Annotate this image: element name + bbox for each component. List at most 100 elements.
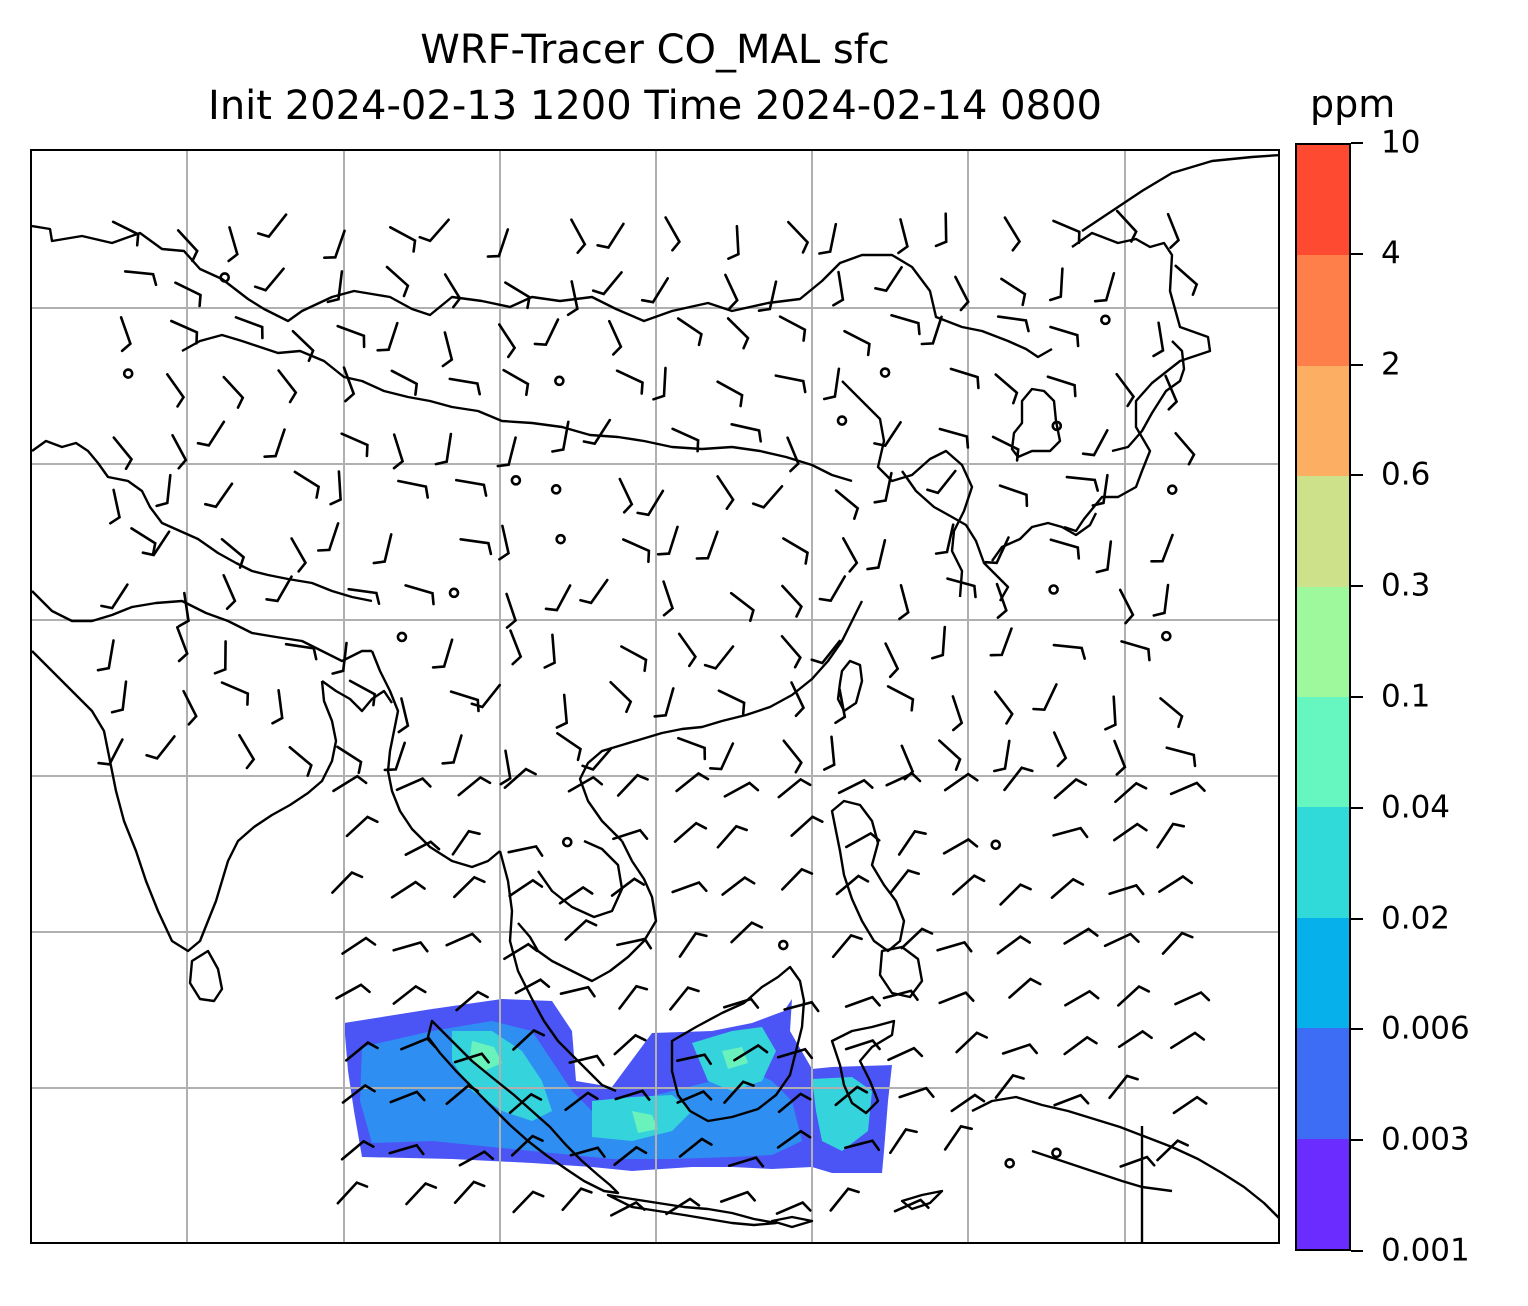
- wind-barb: [345, 1041, 379, 1062]
- calm-wind-circle: [777, 939, 789, 951]
- wind-barb: [510, 1134, 544, 1157]
- wind-barb: [777, 777, 812, 799]
- wind-barb: [1052, 731, 1068, 768]
- wind-barb: [100, 583, 129, 610]
- wind-barb: [347, 587, 381, 605]
- wind-barb: [486, 228, 510, 258]
- colorbar-tick-label: 2: [1381, 346, 1401, 383]
- wind-barb: [1050, 877, 1085, 899]
- wind-barb: [780, 635, 802, 669]
- wind-barb: [900, 927, 934, 950]
- wind-barb: [1091, 473, 1109, 507]
- wind-barb: [1115, 209, 1138, 243]
- wind-barb: [882, 989, 919, 1001]
- wind-barb: [503, 942, 539, 961]
- wind-barb: [662, 580, 675, 617]
- wind-barb: [570, 218, 587, 254]
- wind-barb: [994, 373, 1019, 405]
- wind-barb: [832, 270, 845, 307]
- wind-barb: [936, 940, 973, 953]
- wind-barb: [1081, 429, 1109, 457]
- wind-barb: [665, 1197, 701, 1216]
- wind-barb: [723, 781, 760, 798]
- colorbar-segment: [1297, 1138, 1349, 1249]
- wind-barb: [778, 315, 807, 342]
- wind-barb: [533, 318, 560, 347]
- wind-barb: [1165, 746, 1197, 768]
- wind-barb: [709, 742, 735, 771]
- wind-barb: [130, 527, 157, 556]
- wind-barb: [920, 315, 943, 346]
- wind-barb: [1049, 538, 1081, 560]
- coast-tibet: [181, 333, 853, 483]
- colorbar-tick-label: 0.3: [1381, 567, 1431, 604]
- wind-barb: [823, 735, 836, 771]
- colorbar-tick: [1351, 363, 1363, 366]
- coast-timor: [900, 1189, 944, 1211]
- wind-barb: [376, 321, 399, 352]
- colorbar-tick: [1351, 806, 1363, 809]
- wind-barb: [955, 1031, 989, 1054]
- wind-barb: [845, 831, 881, 849]
- wind-barb: [1150, 533, 1174, 563]
- calm-wind-circle: [448, 587, 460, 599]
- wind-barb: [751, 485, 784, 509]
- calm-wind-circle: [554, 375, 565, 387]
- wind-barb: [1174, 432, 1196, 466]
- tracer-contour: [470, 1041, 502, 1071]
- wind-barb: [323, 229, 346, 259]
- wind-barb: [449, 690, 480, 713]
- coast-bangladesh: [321, 680, 393, 713]
- tracer-contour: [812, 1077, 872, 1151]
- wind-barb: [1046, 375, 1077, 398]
- calm-wind-circle: [1051, 1147, 1062, 1159]
- wind-barb: [615, 369, 644, 395]
- wind-barb: [204, 482, 234, 509]
- wind-barb: [348, 679, 377, 707]
- wind-barb: [653, 687, 675, 718]
- colorbar-tick: [1351, 585, 1363, 588]
- wind-barb: [890, 314, 921, 336]
- wind-barb: [499, 749, 512, 786]
- wind-barb: [418, 218, 450, 243]
- wind-barb: [507, 844, 544, 857]
- wind-barb: [729, 591, 755, 623]
- colorbar-tick: [1351, 1250, 1363, 1252]
- wind-barb: [119, 316, 132, 353]
- wind-barb: [341, 936, 377, 955]
- wind-barb: [1115, 372, 1136, 408]
- wind-barb: [213, 640, 227, 675]
- colorbar-tick: [1351, 252, 1363, 255]
- wind-barb: [220, 538, 246, 569]
- wind-barb: [388, 1143, 425, 1156]
- wind-barb: [155, 473, 172, 508]
- calm-wind-circle: [561, 836, 573, 848]
- wind-barb: [342, 366, 356, 403]
- wind-barb: [636, 489, 665, 517]
- wind-barb: [952, 874, 986, 896]
- wind-barb: [443, 273, 462, 309]
- colorbar-segment: [1297, 1028, 1349, 1139]
- coast-yellowsea: [901, 470, 1010, 602]
- wind-barb: [618, 984, 649, 1010]
- wind-barb: [1052, 219, 1081, 245]
- wind-barb: [498, 524, 510, 561]
- wind-barb: [622, 538, 651, 564]
- wind-barb: [512, 1190, 545, 1214]
- colorbar-tick-label: 0.003: [1381, 1121, 1470, 1158]
- wind-barb: [1158, 874, 1194, 893]
- wind-barb: [1052, 643, 1086, 660]
- wind-barb: [1174, 990, 1211, 1006]
- calm-wind-circle: [1100, 314, 1111, 326]
- wind-barb: [1117, 1029, 1153, 1049]
- wind-barb: [390, 369, 419, 396]
- wind-barb: [783, 1000, 820, 1013]
- wind-barb: [457, 775, 492, 797]
- wind-barb: [291, 329, 315, 363]
- wind-barb: [317, 522, 340, 552]
- wind-barb: [1049, 267, 1064, 302]
- wind-barb: [951, 695, 964, 732]
- calm-wind-circle: [396, 631, 408, 643]
- wind-barb: [612, 828, 649, 841]
- wind-barb: [676, 317, 703, 347]
